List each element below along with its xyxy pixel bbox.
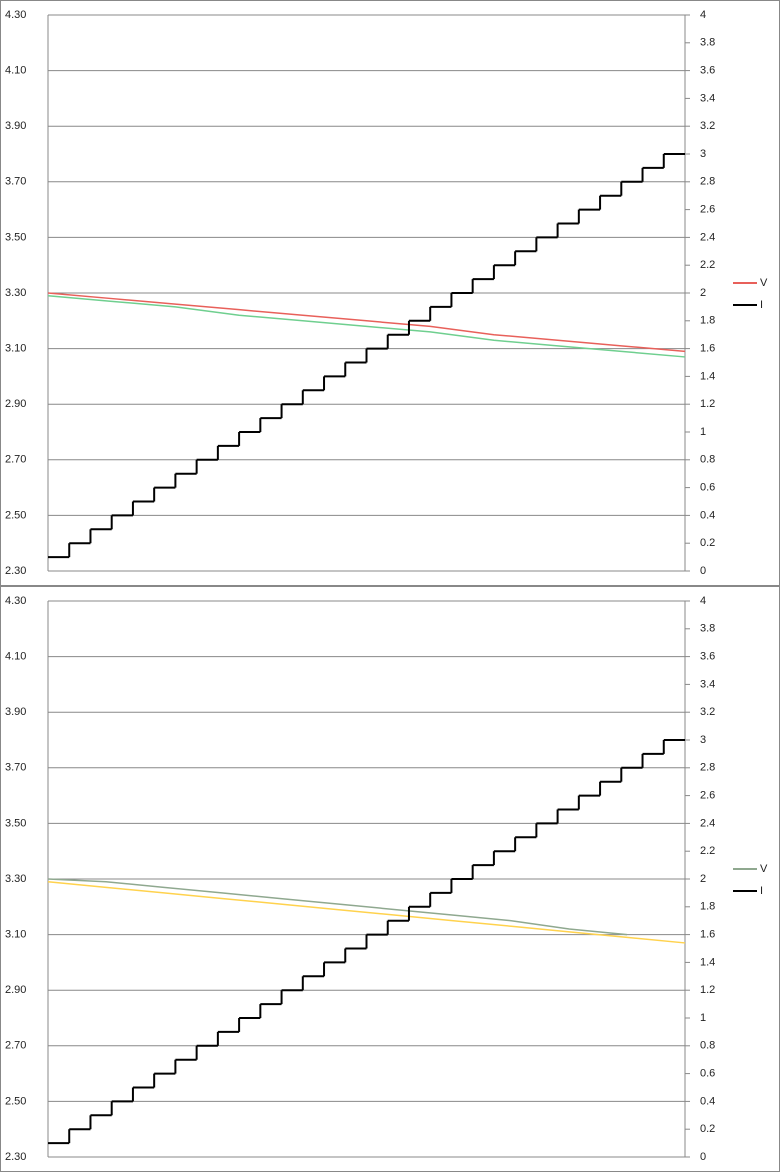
y2-tick-label: 1.8 <box>700 315 715 327</box>
y-tick-label: 3.50 <box>5 231 26 243</box>
y-tick-label: 2.30 <box>5 1151 26 1163</box>
y2-tick-label: 3.8 <box>700 623 715 635</box>
y-tick-label: 2.50 <box>5 509 26 521</box>
y2-tick-label: 3.2 <box>700 120 715 132</box>
y-tick-label: 3.50 <box>5 817 26 829</box>
y-tick-label: 2.50 <box>5 1095 26 1107</box>
y2-tick-label: 3.2 <box>700 706 715 718</box>
voltage-line <box>47 292 686 353</box>
voltage-line <box>47 881 686 944</box>
y2-tick-label: 0.4 <box>700 1095 715 1107</box>
y-tick-label: 3.70 <box>5 176 26 188</box>
y2-tick-label: 1.4 <box>700 370 715 382</box>
y2-tick-label: 2.2 <box>700 845 715 857</box>
legend-label: V <box>760 277 768 289</box>
y2-tick-label: 0.4 <box>700 509 715 521</box>
y2-tick-label: 0.8 <box>700 454 715 466</box>
y2-tick-label: 2.8 <box>700 176 715 188</box>
y-tick-label: 3.70 <box>5 762 26 774</box>
y2-tick-label: 3.4 <box>700 92 715 104</box>
y2-tick-label: 2.4 <box>700 231 715 243</box>
y2-tick-label: 2.6 <box>700 790 715 802</box>
y2-tick-label: 0 <box>700 1151 706 1163</box>
y2-tick-label: 3 <box>700 734 706 746</box>
legend-label: I <box>760 299 763 311</box>
y2-tick-label: 2.6 <box>700 204 715 216</box>
y2-tick-label: 1.2 <box>700 984 715 996</box>
y2-tick-label: 2 <box>700 287 706 299</box>
y-tick-label: 3.30 <box>5 873 26 885</box>
y2-tick-label: 3 <box>700 148 706 160</box>
y-tick-label: 4.10 <box>5 651 26 663</box>
y-tick-label: 2.70 <box>5 454 26 466</box>
y-tick-label: 4.10 <box>5 65 26 77</box>
voltage-line <box>47 295 686 358</box>
y2-tick-label: 0 <box>700 565 706 577</box>
legend-label: I <box>760 885 763 897</box>
y2-tick-label: 2.8 <box>700 762 715 774</box>
y-tick-label: 2.90 <box>5 398 26 410</box>
y2-tick-label: 1 <box>700 1012 706 1024</box>
y-tick-label: 3.10 <box>5 929 26 941</box>
y2-tick-label: 0.2 <box>700 1123 715 1135</box>
y2-tick-label: 0.6 <box>700 482 715 494</box>
voltage-line <box>47 878 628 936</box>
y-tick-label: 2.70 <box>5 1040 26 1052</box>
y2-tick-label: 3.4 <box>700 678 715 690</box>
y-tick-label: 2.30 <box>5 565 26 577</box>
y2-tick-label: 1 <box>700 426 706 438</box>
y2-tick-label: 4 <box>700 9 706 21</box>
y2-tick-label: 1.2 <box>700 398 715 410</box>
y-tick-label: 3.90 <box>5 706 26 718</box>
y2-tick-label: 2.4 <box>700 817 715 829</box>
y2-tick-label: 0.6 <box>700 1068 715 1080</box>
y-tick-label: 2.90 <box>5 984 26 996</box>
y2-tick-label: 2 <box>700 873 706 885</box>
y2-tick-label: 0.2 <box>700 537 715 549</box>
y2-tick-label: 2.2 <box>700 259 715 271</box>
y2-tick-label: 4 <box>700 595 706 607</box>
y-tick-label: 4.30 <box>5 595 26 607</box>
y2-tick-label: 1.6 <box>700 929 715 941</box>
y2-tick-label: 3.6 <box>700 65 715 77</box>
y2-tick-label: 0.8 <box>700 1040 715 1052</box>
y2-tick-label: 3.6 <box>700 651 715 663</box>
y2-tick-label: 1.6 <box>700 343 715 355</box>
y-tick-label: 4.30 <box>5 9 26 21</box>
y-tick-label: 3.90 <box>5 120 26 132</box>
y-tick-label: 3.30 <box>5 287 26 299</box>
legend-label: V <box>760 863 768 875</box>
y2-tick-label: 1.8 <box>700 901 715 913</box>
y-tick-label: 3.10 <box>5 343 26 355</box>
y2-tick-label: 3.8 <box>700 37 715 49</box>
y2-tick-label: 1.4 <box>700 956 715 968</box>
